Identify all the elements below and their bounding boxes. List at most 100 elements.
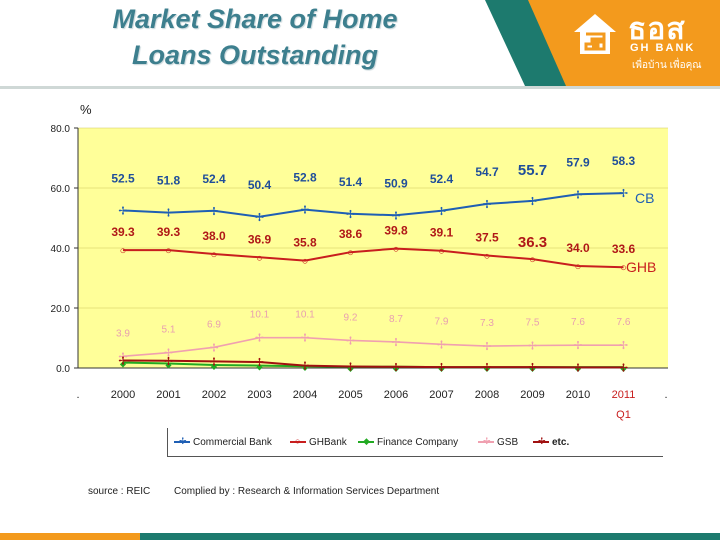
data-label-cb: 52.4 (430, 172, 454, 186)
data-label-gsb: 8.7 (389, 314, 403, 325)
data-point-ghb: ○ (620, 262, 627, 274)
data-label-cb: 50.9 (384, 176, 408, 190)
data-point-etc: ✢ (209, 356, 218, 368)
x-tick-label: 2009 (520, 389, 544, 401)
y-tick-label: 0.0 (56, 364, 70, 375)
legend-item-commercial-bank: ✢ Commercial Bank (174, 437, 272, 448)
data-point-ghb: ○ (529, 254, 536, 266)
data-label-gsb: 9.2 (344, 312, 358, 323)
data-label-ghb: 38.6 (339, 227, 363, 241)
data-label-cb: 51.8 (157, 174, 181, 188)
data-point-cb: ✢ (528, 196, 537, 208)
data-label-gsb: 10.1 (295, 310, 315, 321)
data-label-cb: 50.4 (248, 178, 272, 192)
x-tick-label: 2000 (111, 389, 135, 401)
data-point-gsb: ✢ (209, 342, 218, 354)
page-title-line1: Market Share of Home (112, 4, 398, 34)
data-label-gsb: 7.6 (617, 317, 631, 328)
y-tick-label: 80.0 (51, 124, 71, 135)
data-label-ghb: 36.3 (518, 234, 547, 251)
data-point-gsb: ✢ (164, 348, 173, 360)
x-tick-label: 2008 (475, 389, 499, 401)
data-point-etc: ✢ (164, 356, 173, 368)
x-tick-label: 2003 (247, 389, 271, 401)
data-point-ghb: ○ (347, 247, 354, 259)
data-point-ghb: ○ (393, 244, 400, 256)
y-tick-label: 20.0 (51, 304, 71, 315)
data-point-gsb: ✢ (346, 335, 355, 347)
legend-item-ghbank: ○ GHBank (290, 437, 347, 448)
data-point-ghb: ○ (256, 252, 263, 264)
x-tick-label: 2010 (566, 389, 590, 401)
data-point-cb: ✢ (164, 208, 173, 220)
legend-item-gsb: ✢ GSB (478, 437, 518, 448)
logo-slogan: เพื่อบ้าน เพื่อคุณ (632, 60, 702, 71)
series-line-gsb (122, 336, 624, 358)
gh-bank-logo-icon (574, 14, 616, 54)
data-point-etc: ✢ (255, 357, 264, 369)
legend-swatch-cb: ✢ (174, 437, 190, 446)
logo-panel (528, 0, 720, 86)
legend-label: Finance Company (377, 437, 459, 448)
data-point-cb: ✢ (437, 206, 446, 218)
data-point-ghb: ○ (211, 249, 218, 261)
data-point-cb: ✢ (573, 189, 582, 201)
data-label-ghb: 39.1 (430, 226, 454, 240)
data-label-gsb: 5.1 (162, 325, 176, 336)
data-point-etc: ✢ (482, 362, 491, 374)
legend-label: Commercial Bank (193, 437, 272, 448)
data-label-cb: 52.5 (111, 172, 135, 186)
y-tick-label: 60.0 (51, 184, 71, 195)
data-label-gsb: 7.9 (435, 316, 449, 327)
data-point-etc: ✢ (300, 361, 309, 373)
data-point-ghb: ○ (438, 246, 445, 258)
legend-swatch-finance: ◆ (358, 437, 374, 446)
data-label-ghb: 39.3 (111, 225, 135, 239)
footer-accent (0, 533, 140, 540)
header-divider (0, 86, 720, 89)
data-point-finance: ◆ (347, 364, 354, 373)
data-label-ghb: 36.9 (248, 232, 272, 246)
legend-swatch-gsb: ✢ (478, 437, 494, 446)
data-point-gsb: ✢ (619, 340, 628, 352)
data-point-cb: ✢ (209, 206, 218, 218)
data-label-cb: 52.8 (293, 171, 317, 185)
data-label-ghb: 39.3 (157, 225, 181, 239)
legend-item-finance-company: ◆ Finance Company (358, 437, 458, 448)
series-line-ghb (123, 247, 624, 269)
x-tick-label: 2004 (293, 389, 317, 401)
data-point-finance: ◆ (120, 360, 127, 369)
data-point-finance: ◆ (529, 364, 536, 373)
logo-bank-text: GH BANK (630, 42, 696, 54)
series-end-label-cb: CB (635, 190, 654, 206)
data-point-etc: ✢ (346, 362, 355, 374)
legend-label: etc. (552, 437, 570, 448)
data-point-gsb: ✢ (437, 339, 446, 351)
data-label-ghb: 37.5 (475, 231, 499, 245)
footer-band (0, 533, 720, 540)
data-point-gsb: ✢ (118, 351, 127, 363)
data-point-finance: ◆ (393, 364, 400, 373)
data-label-ghb: 38.0 (202, 229, 226, 243)
x-tick-label: 2005 (338, 389, 362, 401)
x-tick-label: 2001 (156, 389, 180, 401)
series-line-etc (122, 359, 624, 369)
data-point-etc: ✢ (528, 362, 537, 374)
data-point-cb: ✢ (482, 199, 491, 211)
data-label-ghb: 35.8 (293, 236, 317, 250)
data-point-cb: ✢ (391, 210, 400, 222)
data-label-ghb: 33.6 (612, 242, 636, 256)
data-point-gsb: ✢ (573, 340, 582, 352)
data-label-cb: 58.3 (612, 154, 636, 168)
data-point-finance: ◆ (256, 363, 263, 372)
data-point-finance: ◆ (211, 362, 218, 371)
x-tick-label: 2006 (384, 389, 408, 401)
y-tick-label: 40.0 (51, 244, 71, 255)
data-point-finance: ◆ (620, 364, 627, 373)
data-point-gsb: ✢ (255, 333, 264, 345)
title-panel (0, 0, 525, 86)
data-point-finance: ◆ (165, 361, 172, 370)
data-point-etc: ✢ (619, 362, 628, 374)
series-end-label-ghb: GHB (626, 259, 656, 275)
